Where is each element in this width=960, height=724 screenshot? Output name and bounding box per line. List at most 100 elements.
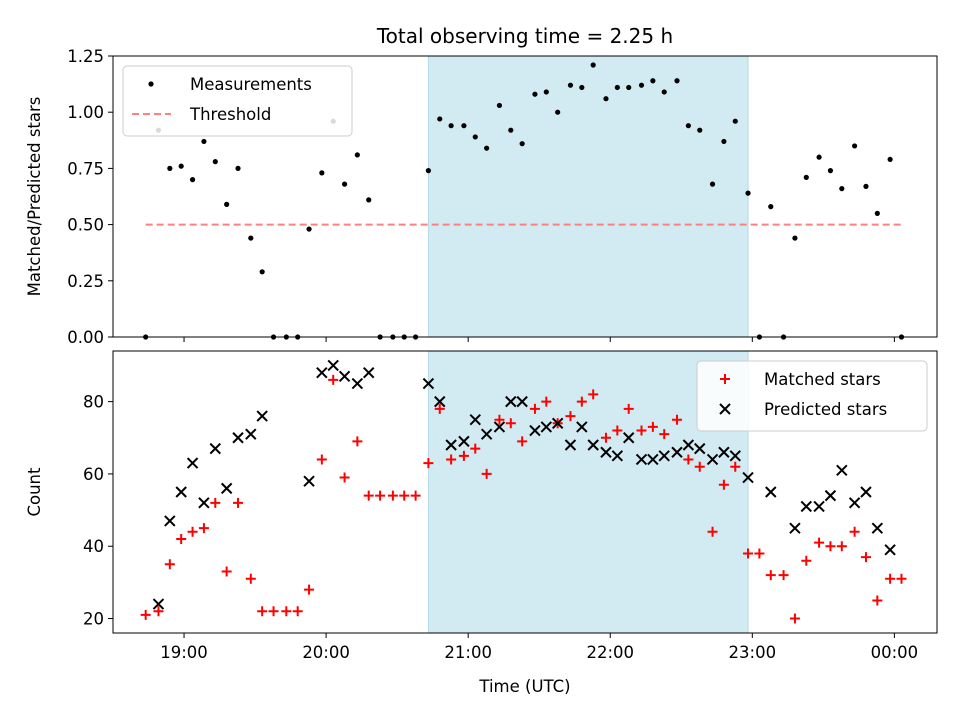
matched-star-point <box>730 461 741 472</box>
measurement-point <box>248 235 254 241</box>
measurement-point <box>532 91 538 97</box>
predicted-star-point <box>682 439 695 451</box>
chart-title: Total observing time = 2.25 h <box>376 24 673 48</box>
measurement-point <box>650 78 656 84</box>
measurement-point <box>472 134 478 140</box>
axes-frame <box>112 55 938 338</box>
predicted-star-point <box>338 370 351 383</box>
predicted-star-point <box>884 544 896 556</box>
predicted-star-point <box>152 598 165 610</box>
y-axis-label: Count <box>25 467 44 517</box>
predicted-star-point <box>422 377 435 390</box>
legend-label: Threshold <box>189 105 271 124</box>
measurement-point <box>341 181 348 187</box>
matched-star-point <box>754 548 765 559</box>
measurement-point <box>685 123 691 129</box>
matched-star-point <box>257 606 268 617</box>
matched-star-point <box>198 523 209 534</box>
x-tick-label: 22:00 <box>586 643 634 662</box>
legend-box <box>122 65 353 137</box>
predicted-star-point <box>245 428 257 440</box>
measurement-point <box>803 174 809 180</box>
matched-star-point <box>565 411 576 422</box>
measurement-point <box>212 159 218 165</box>
matched-star-point <box>176 534 187 544</box>
predicted-star-point <box>742 471 754 484</box>
predicted-star-point <box>493 421 506 433</box>
matched-star-point <box>694 461 705 472</box>
matched-star-point <box>836 541 847 552</box>
predicted-star-point <box>256 410 268 422</box>
matched-star-point <box>636 425 647 436</box>
x-tick-label: 19:00 <box>160 643 208 662</box>
predicted-star-point <box>175 486 187 498</box>
measurement-point <box>366 197 372 203</box>
matched-star-point <box>292 606 303 617</box>
predicted-star-point <box>564 439 577 451</box>
matched-star-point <box>588 389 599 400</box>
predicted-star-point <box>209 442 221 455</box>
y-tick-label: 1.00 <box>67 103 104 122</box>
measurement-point <box>852 143 858 149</box>
x-axis-label: Time (UTC) <box>478 677 570 696</box>
predicted-star-point <box>363 366 375 379</box>
predicted-star-point <box>860 486 872 498</box>
predicted-star-point <box>458 435 470 448</box>
measurement-point <box>178 163 184 169</box>
predicted-star-point <box>198 497 210 509</box>
observing-window-span <box>427 350 749 634</box>
predicted-star-point <box>469 413 481 426</box>
y-tick-label: 0.00 <box>67 328 104 347</box>
matched-star-point <box>623 403 634 414</box>
matched-star-point <box>375 490 386 501</box>
measurement-point <box>437 116 443 122</box>
measurement-point <box>484 145 490 151</box>
measurement-point <box>567 82 574 88</box>
y-tick-label: 0.50 <box>67 216 104 235</box>
measurement-point <box>461 123 467 129</box>
y-tick-label: 0.25 <box>67 272 104 291</box>
predicted-star-point <box>706 453 719 466</box>
predicted-star-point <box>516 395 528 408</box>
predicted-star-point <box>351 377 364 390</box>
predicted-star-point <box>186 457 199 469</box>
matched-star-point <box>683 454 694 465</box>
legend-marker-matched <box>720 374 730 384</box>
matched-star-point <box>647 421 658 432</box>
matched-star-point <box>885 573 896 584</box>
matched-star-point <box>718 479 729 490</box>
predicted-star-point <box>836 464 848 477</box>
measurement-point <box>224 201 230 207</box>
matched-star-point <box>860 552 871 563</box>
predicted-star-point <box>480 428 493 440</box>
matched-star-point <box>849 526 860 537</box>
measurement-point <box>543 89 549 95</box>
y-tick-label: 0.75 <box>67 159 104 178</box>
y-tick-label: 40 <box>83 537 104 556</box>
matched-star-point <box>801 555 812 566</box>
predicted-star-point <box>434 395 446 408</box>
matched-star-point <box>707 526 718 537</box>
measurement-point <box>839 186 845 192</box>
matched-star-point <box>529 403 540 414</box>
matched-star-point <box>210 497 221 508</box>
x-tick-label: 21:00 <box>444 643 492 662</box>
predicted-star-point <box>658 450 670 462</box>
measurement-point <box>732 118 738 124</box>
measurement-point <box>768 204 774 210</box>
matched-star-point <box>612 425 623 436</box>
matched-star-point <box>410 490 421 501</box>
predicted-star-point <box>316 366 328 379</box>
predicted-star-point <box>647 453 659 466</box>
measurement-point <box>448 123 454 129</box>
measurement-point <box>709 181 716 187</box>
predicted-star-point <box>848 497 861 509</box>
predicted-star-point <box>871 522 884 534</box>
predicted-star-point <box>824 489 837 502</box>
matched-star-point <box>281 606 292 617</box>
matched-star-point <box>896 573 907 584</box>
matched-star-point <box>494 414 505 425</box>
matched-star-point <box>778 570 789 581</box>
predicted-star-point <box>813 500 825 513</box>
